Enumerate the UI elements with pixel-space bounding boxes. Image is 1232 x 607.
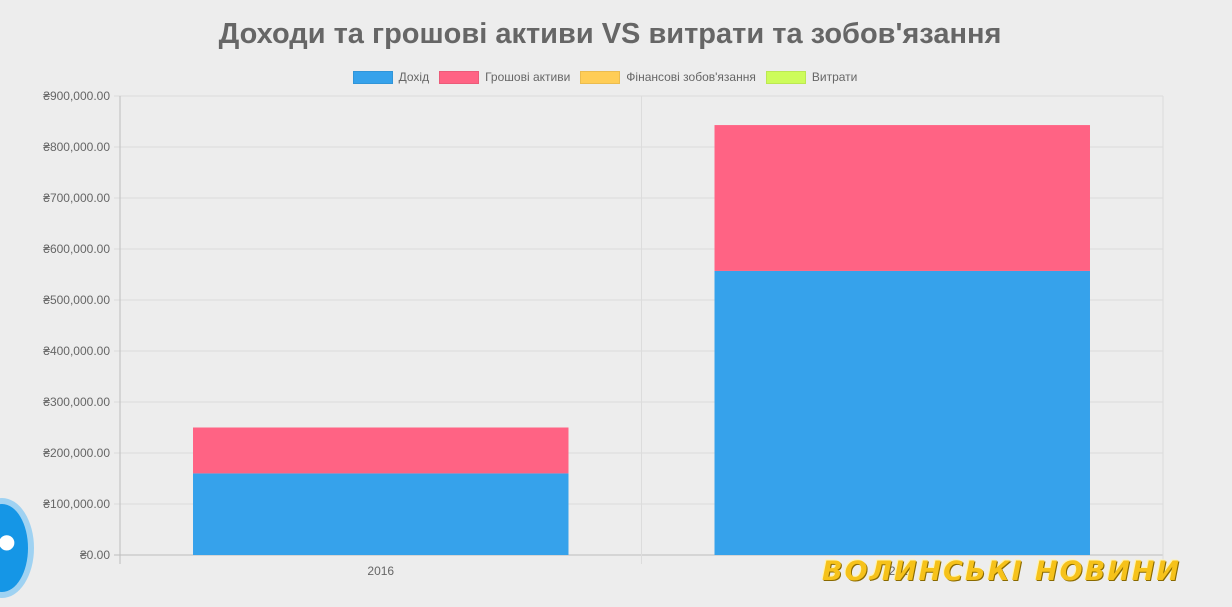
legend-item[interactable]: Дохід (352, 70, 430, 84)
legend-swatch (439, 70, 480, 84)
chart-title: Доходи та грошові активи VS витрати та з… (218, 18, 1002, 50)
bar-segment (714, 125, 1090, 271)
bar-segment (193, 473, 569, 555)
y-tick-label: ₴600,000.00 (43, 242, 110, 256)
chat-bubble-icon: ● (0, 529, 16, 553)
y-tick-label: ₴800,000.00 (43, 140, 110, 154)
legend-label: Витрати (811, 70, 858, 84)
chart-legend: Дохід Грошові активи Фінансові зобов'язанн… (0, 70, 1210, 84)
y-tick-label: ₴900,000.00 (43, 89, 110, 103)
bar-segment (193, 427, 569, 474)
y-tick-label: ₴100,000.00 (43, 497, 110, 511)
x-tick-label: 2016 (367, 564, 394, 578)
y-tick-label: ₴300,000.00 (43, 395, 110, 409)
legend-swatch (352, 70, 393, 84)
y-tick-label: ₴500,000.00 (43, 293, 110, 307)
watermark-logo: ВОЛИНСЬКІ НОВИНИ (822, 556, 1181, 587)
legend-label: Фінансові зобов'язання (626, 70, 756, 84)
legend-swatch (765, 70, 806, 84)
legend-item[interactable]: Фінансові зобов'язання (580, 70, 756, 84)
legend-label: Грошові активи (485, 70, 571, 84)
legend-item[interactable]: Витрати (765, 70, 858, 84)
y-tick-label: ₴400,000.00 (43, 344, 110, 358)
x-tick-label: 2017 (889, 564, 916, 578)
y-tick-label: ₴0.00 (80, 548, 110, 562)
legend-item[interactable]: Грошові активи (439, 70, 570, 84)
bar-segment (714, 270, 1090, 555)
y-tick-label: ₴200,000.00 (43, 446, 110, 460)
y-tick-label: ₴700,000.00 (43, 191, 110, 205)
legend-label: Дохід (398, 70, 430, 84)
legend-swatch (580, 70, 621, 84)
